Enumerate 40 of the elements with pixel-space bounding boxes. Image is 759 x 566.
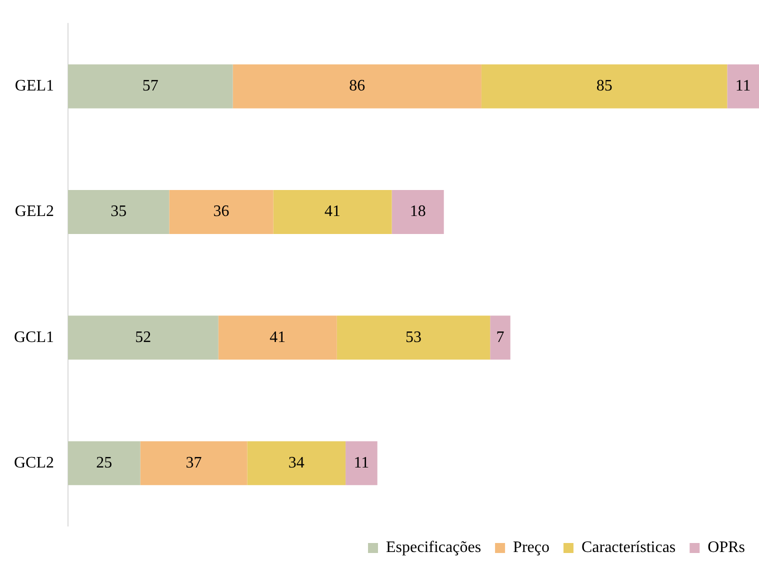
data-label: 86 bbox=[349, 78, 366, 95]
bar bbox=[68, 441, 140, 486]
bar bbox=[68, 316, 218, 360]
bar bbox=[169, 190, 274, 234]
data-label: 41 bbox=[270, 328, 286, 346]
data-label: 25 bbox=[96, 454, 112, 472]
y-tick-label: GEL1 bbox=[14, 78, 54, 95]
bar bbox=[68, 190, 170, 234]
bar bbox=[232, 64, 482, 108]
data-label: 11 bbox=[735, 78, 751, 95]
bar bbox=[392, 190, 444, 234]
data-label: 11 bbox=[354, 454, 370, 472]
data-label: 52 bbox=[135, 328, 152, 346]
data-label: 7 bbox=[496, 328, 504, 346]
y-tick-label: GCL2 bbox=[14, 454, 54, 472]
bar bbox=[218, 316, 337, 360]
legend-label: Características bbox=[581, 539, 676, 556]
bar bbox=[273, 190, 392, 234]
data-label: 36 bbox=[213, 203, 230, 220]
legend-label: OPRs bbox=[708, 539, 746, 556]
data-label: 34 bbox=[288, 454, 304, 472]
legend-label: Preço bbox=[513, 539, 550, 556]
data-label: 85 bbox=[596, 78, 612, 95]
bar bbox=[336, 316, 490, 360]
bar bbox=[140, 441, 248, 486]
bar bbox=[490, 316, 510, 360]
data-label: 41 bbox=[324, 203, 341, 220]
bar bbox=[481, 64, 728, 108]
legend-label: Especificações bbox=[386, 539, 482, 556]
bar bbox=[68, 64, 233, 108]
data-label: 35 bbox=[110, 203, 127, 220]
data-label: 37 bbox=[186, 454, 202, 472]
bar bbox=[247, 441, 346, 486]
bar bbox=[346, 441, 378, 486]
y-tick-label: GCL1 bbox=[14, 328, 54, 346]
y-tick-label: GEL2 bbox=[14, 203, 54, 220]
data-label: 57 bbox=[142, 78, 158, 95]
data-label: 18 bbox=[410, 203, 426, 220]
data-label: 53 bbox=[406, 328, 422, 346]
bar bbox=[727, 64, 759, 108]
